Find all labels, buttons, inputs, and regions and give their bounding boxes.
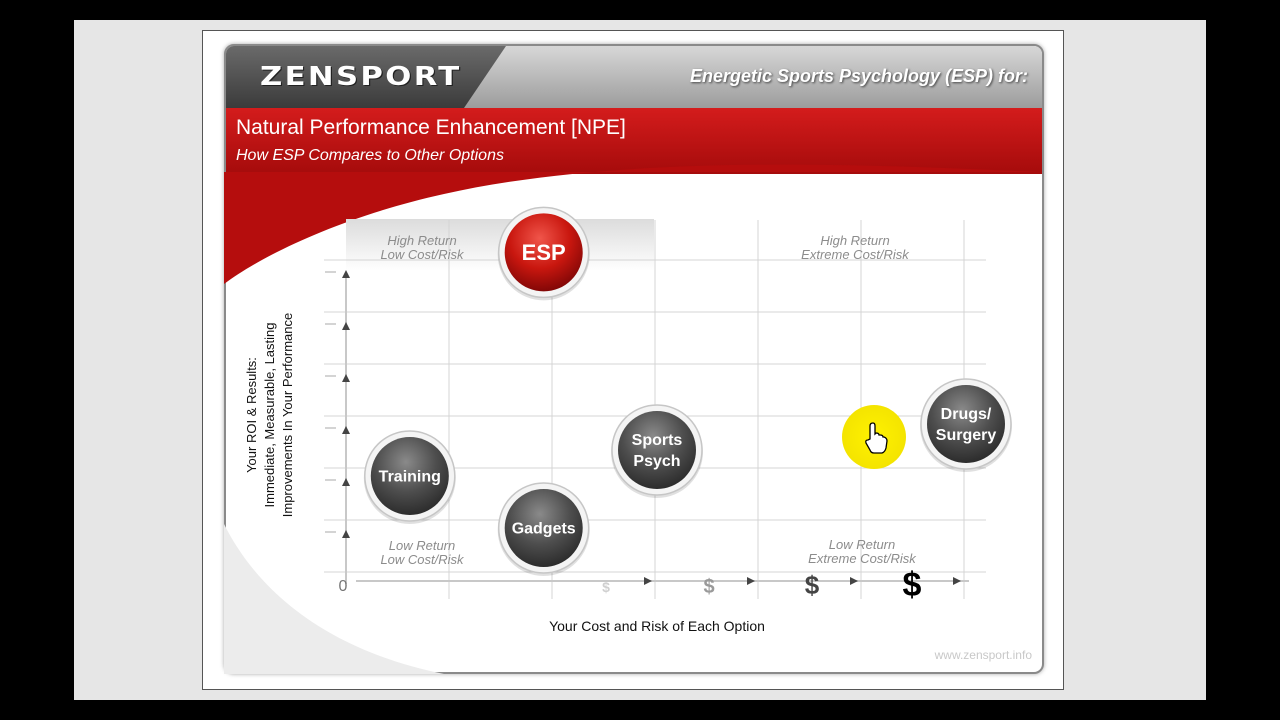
x-tick-label: $ bbox=[602, 579, 610, 595]
data-point-label: Psych bbox=[633, 453, 680, 470]
data-point: Gadgets bbox=[497, 482, 590, 576]
quadrant-label: Low Return bbox=[829, 537, 895, 552]
quadrant-label: Extreme Cost/Risk bbox=[808, 551, 917, 566]
quadrant-label: Extreme Cost/Risk bbox=[801, 247, 910, 262]
data-point-marker bbox=[618, 411, 696, 489]
data-point-marker bbox=[504, 213, 583, 292]
y-axis-label: Your ROI & Results: Immediate, Measurable… bbox=[244, 313, 295, 518]
y-axis-arrow bbox=[342, 478, 350, 486]
x-axis-arrow bbox=[747, 577, 755, 585]
x-axis-arrow bbox=[644, 577, 652, 585]
y-axis-arrow bbox=[342, 270, 350, 278]
title-bar bbox=[226, 108, 1042, 174]
y-axis-arrow bbox=[342, 530, 350, 538]
quadrant-label: Low Cost/Risk bbox=[380, 552, 465, 567]
x-axis-arrow bbox=[953, 577, 961, 585]
y-axis-arrow bbox=[342, 426, 350, 434]
logo-area: ZENSPORT bbox=[226, 46, 506, 108]
x-axis-label: Your Cost and Risk of Each Option bbox=[549, 618, 765, 634]
quadrant-label: Low Return bbox=[389, 538, 455, 553]
y-axis-label-line: Immediate, Measurable, Lasting bbox=[262, 323, 277, 508]
slide: ZENSPORT Energetic Sports Psychology (ES… bbox=[224, 44, 1044, 674]
axes: $ $ $ $ bbox=[325, 270, 969, 604]
data-point-marker bbox=[370, 437, 449, 515]
slide-subtitle: How ESP Compares to Other Options bbox=[236, 147, 504, 164]
y-axis-arrow bbox=[342, 374, 350, 382]
data-point-label: Gadgets bbox=[512, 521, 576, 538]
zensport-logo: ZENSPORT bbox=[260, 62, 462, 92]
data-point-label: Drugs/ bbox=[941, 406, 992, 423]
data-point: ESP bbox=[497, 206, 590, 301]
hand-cursor-icon bbox=[865, 422, 888, 454]
decorative-red-sweep bbox=[224, 164, 1044, 284]
data-point-label: Sports bbox=[632, 432, 683, 449]
tagline: Energetic Sports Psychology (ESP) for: bbox=[689, 66, 1028, 86]
footer-url: www.zensport.info bbox=[934, 648, 1032, 662]
y-axis-arrow bbox=[342, 322, 350, 330]
x-tick-label: $ bbox=[903, 566, 922, 604]
slide-title: Natural Performance Enhancement [NPE] bbox=[236, 116, 626, 139]
data-points: ESP Training Gadgets Sports Psych Drugs/Surge… bbox=[363, 206, 1012, 576]
data-point: Training bbox=[363, 430, 456, 524]
data-point: Sports Psych bbox=[611, 404, 703, 498]
y-axis-label-line: Improvements In Your Performance bbox=[280, 313, 295, 518]
data-point-label: Surgery bbox=[936, 427, 997, 444]
origin-label: 0 bbox=[339, 578, 348, 595]
cursor-highlight bbox=[842, 405, 906, 469]
x-tick-label: $ bbox=[805, 570, 820, 600]
y-axis-label-line: Your ROI & Results: bbox=[244, 357, 259, 473]
data-point-marker bbox=[504, 489, 583, 567]
x-axis-arrow bbox=[850, 577, 858, 585]
quadrant-label: Low Cost/Risk bbox=[380, 247, 465, 262]
header-bar: ZENSPORT Energetic Sports Psychology (ES… bbox=[226, 46, 1042, 108]
quadrant-label: High Return bbox=[387, 233, 456, 248]
data-point-label: Training bbox=[379, 469, 441, 486]
data-point: Drugs/Surgery bbox=[920, 378, 1012, 472]
decorative-gray-sweep bbox=[224, 524, 444, 674]
data-point-label: ESP bbox=[522, 240, 566, 265]
x-tick-label: $ bbox=[703, 576, 714, 598]
data-point-marker bbox=[927, 385, 1005, 463]
quadrant-label: High Return bbox=[820, 233, 889, 248]
